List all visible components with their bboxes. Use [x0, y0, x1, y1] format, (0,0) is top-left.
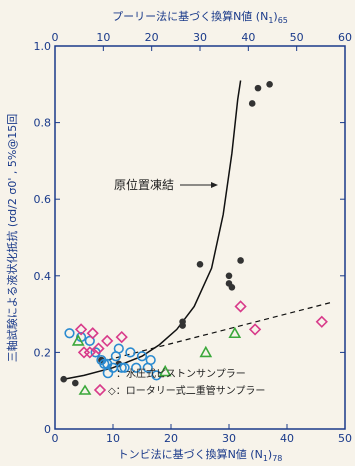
- point-piston-sampler: [136, 351, 148, 362]
- point-piston-sampler: [64, 328, 75, 339]
- point-insitu-frozen: [228, 283, 236, 291]
- point-insitu-frozen: [248, 100, 256, 107]
- point-rotary-diamond: [315, 315, 328, 328]
- point-rotary-triangle: [199, 345, 213, 358]
- x-tick-label: 10: [106, 432, 120, 445]
- top-tick-label: 60: [338, 31, 352, 44]
- annotation-label: 原位置凍結: [114, 177, 174, 192]
- top-tick-label: 50: [290, 31, 304, 44]
- x-tick-label: 30: [222, 432, 236, 445]
- fit-line-samplers: [107, 302, 331, 361]
- top-axis-title: プーリー法に基づく換算N値 (N1)65: [112, 9, 288, 25]
- point-insitu-frozen: [254, 84, 262, 92]
- y-tick-label: 0.8: [34, 117, 52, 130]
- point-piston-sampler: [99, 358, 110, 369]
- point-insitu-frozen: [60, 375, 67, 383]
- y-tick-label: 0.6: [34, 193, 52, 206]
- legend-diamond-marker: [93, 383, 107, 397]
- y-axis-title: 三軸試験による液状化抵抗 (σd/2 σ0' , 5%@15回: [5, 114, 19, 363]
- legend-label-piston: ：水圧式ピストンサンプラー: [116, 367, 246, 380]
- point-piston-sampler: [84, 335, 95, 347]
- top-tick-label: 20: [145, 31, 159, 44]
- legend: ：水圧式ピストンサンプラー ◇：ロータリー式二重管サンプラー: [78, 367, 265, 397]
- x-axis-title: トンビ法に基づく換算N値 (N1)78: [118, 447, 283, 463]
- point-rotary-diamond: [83, 346, 96, 359]
- point-rotary-triangle: [228, 326, 242, 339]
- point-insitu-frozen: [225, 272, 233, 280]
- point-insitu-frozen: [237, 257, 244, 264]
- legend-circle-marker: [102, 367, 114, 379]
- x-tick-label: 20: [164, 432, 178, 445]
- legend-label-rotary: ◇：ロータリー式二重管サンプラー: [108, 384, 265, 397]
- point-rotary-diamond: [92, 342, 105, 355]
- y-tick-label: 0.2: [34, 346, 52, 359]
- point-insitu-frozen: [196, 261, 204, 268]
- point-piston-sampler: [131, 362, 142, 373]
- point-piston-sampler: [119, 362, 130, 373]
- x-tick-label: 40: [280, 432, 294, 445]
- top-tick-label: 30: [193, 31, 207, 44]
- point-rotary-diamond: [86, 327, 99, 340]
- point-insitu-frozen: [72, 379, 79, 387]
- point-insitu-frozen: [179, 318, 186, 326]
- point-piston-sampler: [113, 343, 124, 354]
- fit-curve-insitu-frozen: [63, 80, 242, 380]
- point-rotary-triangle: [71, 334, 85, 346]
- point-rotary-diamond: [248, 323, 262, 336]
- point-rotary-diamond: [234, 300, 247, 313]
- point-piston-sampler: [145, 354, 156, 366]
- x-tick-label: 50: [338, 432, 352, 445]
- y-tick-label: 1.0: [34, 40, 52, 53]
- point-rotary-diamond: [74, 323, 88, 336]
- top-tick-label: 40: [241, 31, 255, 44]
- top-tick-label: 0: [52, 31, 59, 44]
- x-tick-label: 0: [52, 432, 59, 445]
- point-piston-sampler: [116, 362, 127, 373]
- point-rotary-diamond: [115, 330, 128, 344]
- top-tick-label: 10: [96, 31, 110, 44]
- point-insitu-frozen: [266, 81, 273, 88]
- point-piston-sampler: [125, 347, 136, 358]
- legend-triangle-marker: [78, 384, 92, 395]
- y-tick-label: 0: [44, 423, 51, 436]
- annotation-arrowhead: [211, 182, 218, 188]
- point-rotary-diamond: [101, 334, 114, 348]
- point-rotary-triangle: [158, 364, 172, 377]
- y-tick-label: 0.4: [34, 270, 52, 283]
